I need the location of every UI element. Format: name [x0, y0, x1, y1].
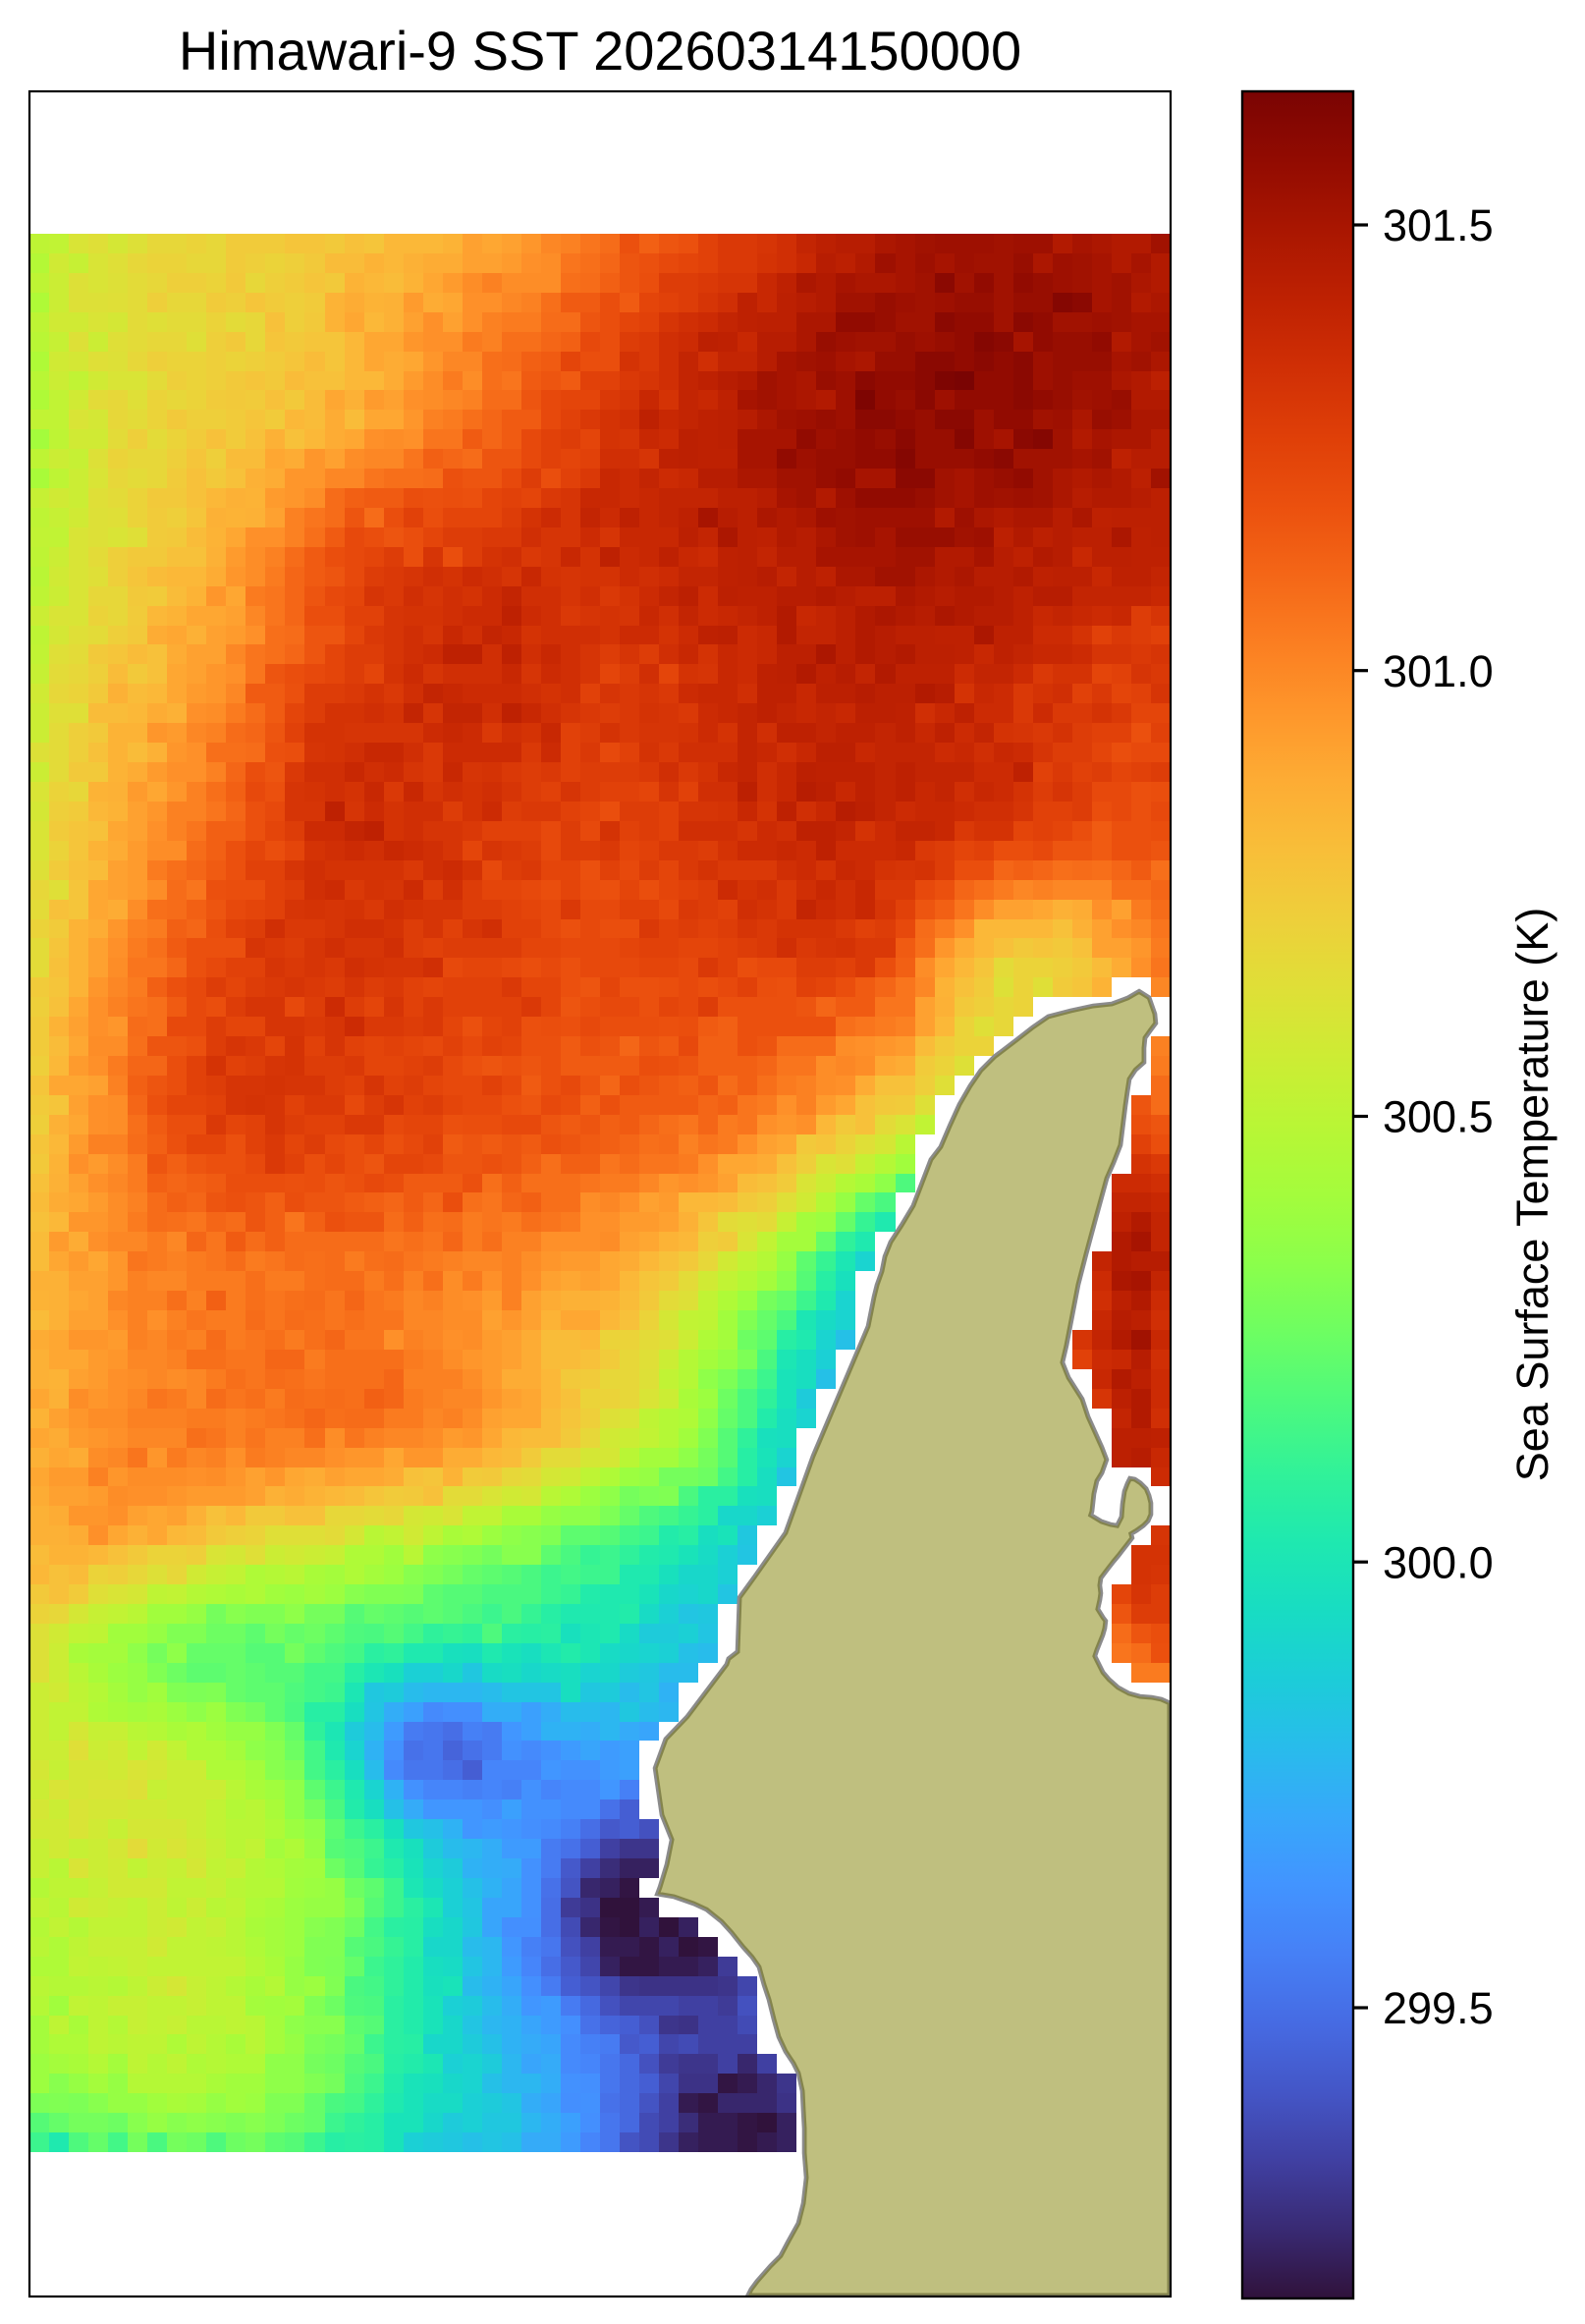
svg-text:Himawari-9 SST 20260314150000: Himawari-9 SST 20260314150000 [179, 20, 1021, 82]
svg-text:300.0: 300.0 [1383, 1537, 1494, 1587]
svg-text:300.5: 300.5 [1383, 1092, 1494, 1142]
svg-text:301.0: 301.0 [1383, 646, 1494, 696]
svg-text:301.5: 301.5 [1383, 200, 1494, 250]
svg-text:299.5: 299.5 [1383, 1983, 1494, 2033]
svg-text:Sea Surface Temperature (K): Sea Surface Temperature (K) [1507, 908, 1558, 1481]
